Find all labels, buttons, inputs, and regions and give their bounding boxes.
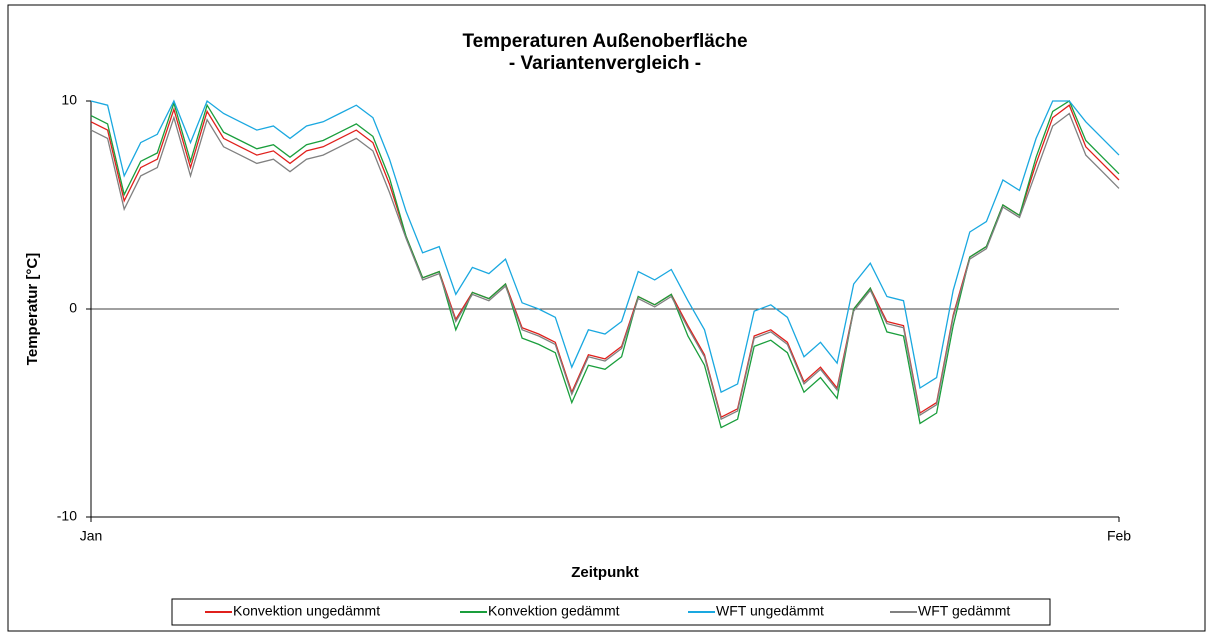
y-axis-title: Temperatur [°C] — [24, 253, 41, 365]
legend-label: Konvektion ungedämmt — [233, 603, 380, 619]
chart-border — [7, 4, 1206, 632]
x-tick-label: Feb — [1107, 528, 1131, 544]
series-line — [90, 100, 1120, 429]
legend-label: WFT gedämmt — [918, 603, 1010, 619]
legend-label: WFT ungedämmt — [716, 603, 824, 619]
series-line — [90, 99, 1120, 394]
y-tick-label: 0 — [69, 300, 77, 316]
legend-label: Konvektion gedämmt — [488, 603, 620, 619]
chart-subtitle: - Variantenvergleich - — [509, 53, 701, 74]
y-tick-label: 10 — [61, 92, 77, 108]
x-tick-label: Jan — [80, 528, 103, 544]
series-line — [90, 112, 1120, 421]
x-axis-title: Zeitpunkt — [571, 564, 639, 581]
chart-title: Temperaturen Außenoberfläche — [462, 31, 747, 52]
y-tick-label: -10 — [57, 508, 77, 524]
